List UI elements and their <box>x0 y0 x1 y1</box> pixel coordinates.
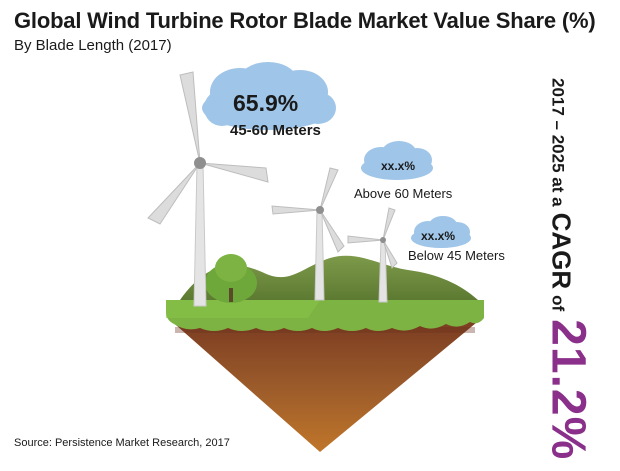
segment-label-below-45: Below 45 Meters <box>408 248 505 263</box>
cloud-medium <box>361 141 433 180</box>
wind-turbine-medium <box>271 167 345 301</box>
tree <box>205 254 257 303</box>
cagr-value: 21.2% <box>541 319 595 461</box>
cagr-period: 2017 – 2025 at a <box>548 78 568 207</box>
cagr-callout: 2017 – 2025 at a CAGR of 21.2% <box>533 78 603 460</box>
cagr-of-word: of <box>548 295 568 312</box>
page-subtitle: By Blade Length (2017) <box>14 37 172 54</box>
soil-layer <box>168 318 482 452</box>
segment-value-below-45: xx.x% <box>421 229 456 243</box>
segment-value-45-60: 65.9% <box>233 90 299 116</box>
page-title: Global Wind Turbine Rotor Blade Market V… <box>14 8 596 33</box>
cagr-word: CAGR <box>546 212 577 290</box>
cloud-large <box>202 62 336 130</box>
wind-turbine-small <box>347 207 398 303</box>
cloud-small <box>411 216 471 248</box>
source-note: Source: Persistence Market Research, 201… <box>14 437 230 449</box>
segment-label-45-60: 45-60 Meters <box>230 122 321 139</box>
segment-label-above-60: Above 60 Meters <box>354 186 453 201</box>
wind-turbine-large <box>147 71 269 307</box>
segment-value-above-60: xx.x% <box>381 159 416 173</box>
